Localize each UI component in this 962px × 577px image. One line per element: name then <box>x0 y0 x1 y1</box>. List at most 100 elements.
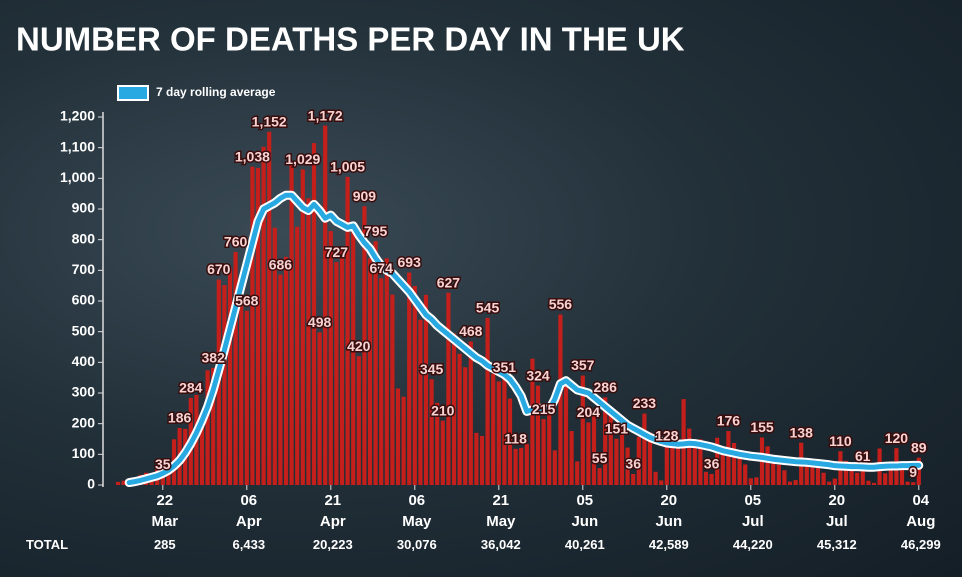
data-label: 128 <box>655 427 679 443</box>
bar <box>317 332 322 485</box>
chart-title: NUMBER OF DEATHS PER DAY IN THE UK <box>16 21 685 58</box>
bar <box>222 285 227 485</box>
bar <box>407 272 412 485</box>
bar <box>804 458 809 485</box>
bar <box>530 358 535 485</box>
bar <box>418 319 423 485</box>
data-label: 9 <box>909 464 917 480</box>
bar <box>339 251 345 485</box>
bar <box>899 462 905 485</box>
bar <box>289 164 294 485</box>
bar <box>563 385 569 485</box>
bar <box>793 480 798 485</box>
data-label: 186 <box>168 410 192 426</box>
bar <box>642 413 647 485</box>
data-label: 36 <box>625 456 641 472</box>
bar <box>787 481 793 485</box>
bar <box>367 258 373 485</box>
data-label: 545 <box>476 300 500 316</box>
total-value: 20,223 <box>312 537 353 552</box>
data-label: 909 <box>353 188 377 204</box>
data-label: 286 <box>594 379 618 395</box>
bar <box>810 465 815 485</box>
y-tick-label: 700 <box>72 261 96 277</box>
data-label: 61 <box>855 448 871 464</box>
bar <box>569 431 574 485</box>
bar <box>272 227 277 485</box>
data-label: 118 <box>504 431 527 447</box>
bar <box>603 397 608 485</box>
bar <box>205 370 210 485</box>
y-tick-label: 800 <box>72 230 96 246</box>
data-label: 795 <box>364 223 388 239</box>
bar <box>233 251 238 485</box>
bar <box>608 409 613 485</box>
y-tick-label: 900 <box>72 200 96 216</box>
y-tick-label: 300 <box>72 384 96 400</box>
y-tick-label: 500 <box>72 322 96 338</box>
data-label: 204 <box>577 404 601 420</box>
x-tick-label: 20 Jul <box>825 492 848 530</box>
bar <box>586 422 591 485</box>
x-tick-label: 06 May <box>402 492 432 530</box>
bar <box>255 167 261 485</box>
bar <box>855 472 860 485</box>
bar <box>491 373 496 485</box>
bar <box>513 448 518 485</box>
bar <box>468 341 473 485</box>
data-label: 351 <box>493 359 517 375</box>
bar <box>507 398 513 485</box>
bar <box>373 241 378 485</box>
total-value: 44,220 <box>732 537 773 552</box>
bar <box>715 437 720 485</box>
bar <box>384 258 389 485</box>
bar <box>121 480 126 485</box>
bar <box>485 317 490 485</box>
bar <box>664 445 669 485</box>
bar <box>440 420 445 485</box>
legend-swatch <box>117 85 149 101</box>
bar <box>743 464 748 485</box>
bar <box>619 428 625 485</box>
data-label: 1,005 <box>330 159 365 175</box>
bar <box>362 206 367 486</box>
bar <box>115 481 121 485</box>
bar <box>261 146 266 485</box>
bar <box>519 447 524 485</box>
data-label: 382 <box>202 350 226 366</box>
total-value: 42,589 <box>648 537 689 552</box>
data-label: 357 <box>571 357 595 373</box>
bar <box>250 166 255 485</box>
bar <box>827 481 832 485</box>
bar <box>541 419 546 485</box>
x-tick-label: 20 Jun <box>655 492 683 530</box>
data-label: 674 <box>370 260 394 276</box>
bar <box>782 470 787 485</box>
bar <box>687 428 692 485</box>
bar <box>278 274 283 485</box>
x-tick-label: 21 May <box>486 492 516 530</box>
data-label: 627 <box>437 274 461 290</box>
bar <box>888 469 893 485</box>
bar <box>311 143 317 486</box>
bar <box>345 176 350 486</box>
data-label: 556 <box>549 296 573 312</box>
x-tick-label: 22 Mar <box>151 492 179 530</box>
bar <box>698 439 703 485</box>
bar <box>334 262 339 485</box>
data-label: 35 <box>155 456 171 472</box>
bar <box>474 432 479 485</box>
data-label: 420 <box>347 338 371 354</box>
bar <box>244 310 249 485</box>
bar <box>871 482 877 485</box>
bar <box>748 478 753 485</box>
bar <box>591 409 597 485</box>
bar <box>429 379 434 485</box>
data-label: 568 <box>235 293 259 309</box>
data-label: 498 <box>308 314 332 330</box>
data-label: 233 <box>633 395 657 411</box>
data-label: 1,038 <box>235 148 270 164</box>
bar <box>625 447 630 485</box>
data-label: 727 <box>325 244 349 260</box>
